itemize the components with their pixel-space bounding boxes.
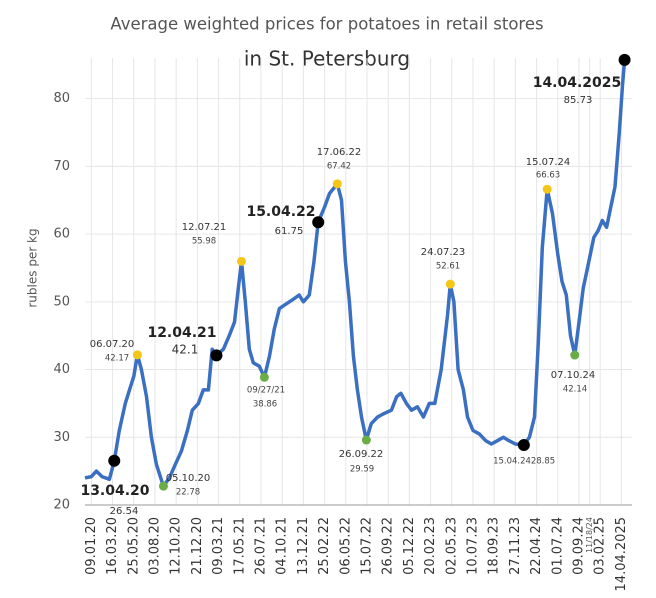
x-tick-label: 11/18/24: [585, 517, 594, 553]
point-marker: [445, 279, 455, 289]
x-tick-label: 27.11.23: [508, 517, 523, 575]
y-tick-label: 70: [53, 159, 70, 174]
x-tick-label: 14.04.2025: [614, 517, 629, 591]
point-marker: [132, 350, 142, 360]
y-tick-label: 60: [53, 227, 70, 242]
annotation-value: 42.17: [105, 354, 129, 364]
annotation-label: 15.04.24: [493, 457, 531, 467]
point-marker: [517, 439, 530, 452]
annotation-label: 15.04.22: [246, 204, 315, 220]
annotation-label: 13.04.20: [80, 483, 149, 499]
annotation-label: 05.10.20: [166, 473, 211, 484]
annotation-label: 24.07.23: [421, 247, 466, 258]
annotation-label: 07.10.24: [551, 370, 596, 381]
y-tick-label: 80: [53, 91, 70, 106]
x-tick-label: 20.02.23: [423, 517, 438, 575]
x-tick-label: 22.04.24: [529, 517, 544, 575]
annotation-value: 61.75: [275, 226, 304, 237]
point-marker: [542, 184, 552, 194]
annotation-value: 22.78: [176, 488, 200, 498]
y-axis-label: rubles per kg: [26, 228, 40, 307]
price-line: [84, 59, 627, 488]
x-tick-label: 06.05.22: [338, 517, 353, 575]
annotation-label: 17.06.22: [317, 147, 362, 158]
annotation-value: 85.73: [564, 95, 593, 106]
y-tick-label: 20: [53, 498, 70, 513]
annotation-value: 42.1: [172, 343, 199, 357]
y-tick-label: 30: [53, 430, 70, 445]
x-tick-label: 15.07.22: [359, 517, 374, 575]
x-tick-label: 25.02.22: [317, 517, 332, 575]
x-tick-label: 05.12.22: [402, 517, 417, 575]
annotation-label: 12.04.21: [147, 325, 216, 341]
annotation-value: 29.59: [350, 465, 374, 475]
x-tick-label: 17.05.21: [232, 517, 247, 575]
x-tick-label: 09.03.21: [211, 517, 226, 575]
annotation-value: 55.98: [192, 237, 216, 247]
x-tick-label: 16.03.20: [105, 517, 120, 575]
x-tick-label: 12.10.20: [169, 517, 184, 575]
x-tick-label: 03.08.20: [147, 517, 162, 575]
x-tick-label: 02.05.23: [444, 517, 459, 575]
x-tick-label: 04.10.21: [275, 517, 290, 575]
annotation-value: 66.63: [536, 171, 560, 181]
x-tick-label: 25.05.20: [126, 517, 141, 575]
x-tick-label: 26.09.22: [381, 517, 396, 575]
point-marker: [361, 435, 371, 445]
annotation-value: 28.85: [531, 457, 555, 467]
annotation-label: 15.07.24: [526, 157, 571, 168]
annotation-label: 26.09.22: [339, 449, 384, 460]
chart-subtitle: in St. Petersburg: [244, 47, 410, 71]
annotation-value: 26.54: [110, 506, 139, 517]
point-marker: [618, 53, 631, 66]
annotation-label: 09/27/21: [247, 386, 285, 396]
point-marker: [570, 350, 580, 360]
y-tick-label: 40: [53, 362, 70, 377]
point-marker: [259, 372, 269, 382]
annotation-value: 42.14: [563, 385, 587, 395]
point-marker: [158, 481, 168, 491]
x-tick-label: 09.09.24: [571, 517, 586, 575]
point-marker: [332, 179, 342, 189]
x-tick-label: 21.12.20: [190, 517, 205, 575]
annotation-value: 38.86: [253, 400, 277, 410]
x-tick-label: 09.01.20: [84, 517, 99, 575]
x-tick-label: 13.12.21: [296, 517, 311, 575]
chart-title: Average weighted prices for potatoes in …: [110, 15, 543, 34]
point-marker: [108, 454, 121, 467]
point-marker: [312, 216, 325, 229]
x-tick-label: 10.07.23: [465, 517, 480, 575]
annotation-value: 52.61: [436, 262, 460, 272]
x-tick-label: 18.09.23: [487, 517, 502, 575]
y-tick-label: 50: [53, 294, 70, 309]
x-tick-label: 01.07.24: [550, 517, 565, 575]
point-marker: [236, 256, 246, 266]
annotation-label: 14.04.2025: [533, 75, 622, 91]
x-tick-label: 26.07.21: [253, 517, 268, 575]
annotation-label: 12.07.21: [182, 222, 227, 233]
annotation-value: 67.42: [327, 162, 351, 172]
x-tick-label: 03.02.25: [593, 517, 608, 575]
annotation-label: 06.07.20: [90, 339, 135, 350]
point-marker: [210, 349, 223, 362]
